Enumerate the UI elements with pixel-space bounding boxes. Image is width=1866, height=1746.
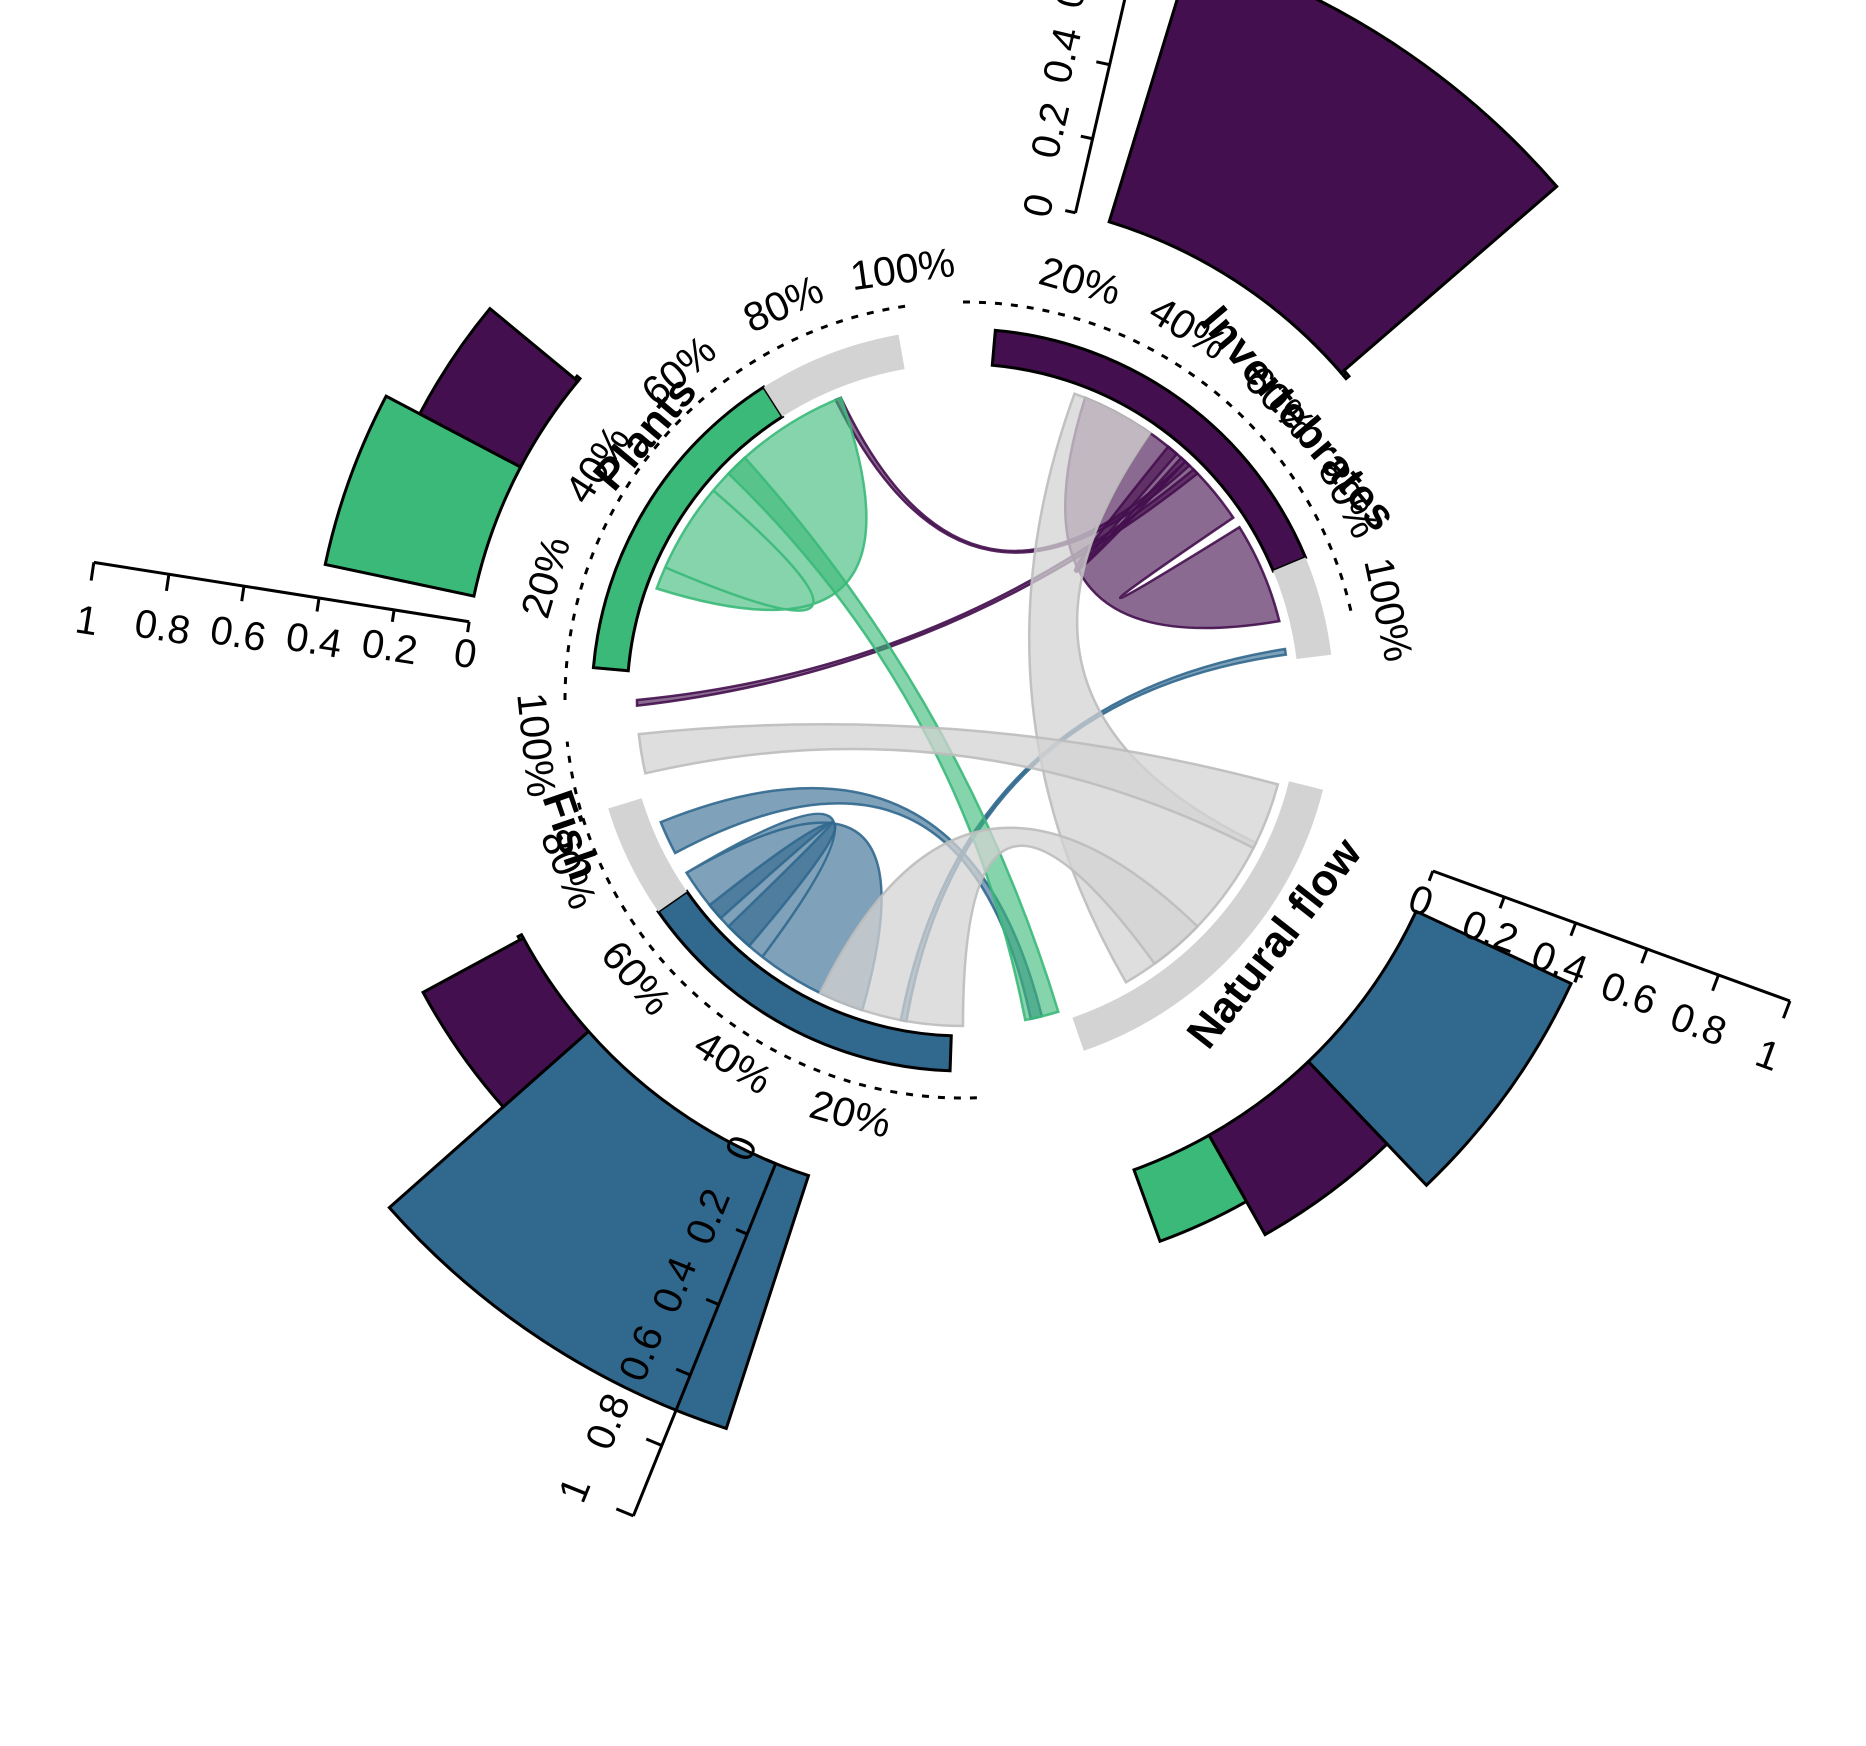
outer-axis-tick-plants: [315, 597, 321, 612]
outer-axis-tick-invertebrates: [1064, 209, 1076, 215]
sector-track-natural_flow: [1072, 781, 1323, 1051]
outer-axis-label-natural_flow: 1: [1750, 1031, 1786, 1080]
outer-axis-tick-natural_flow: [1427, 870, 1435, 882]
outer-axis-label-invertebrates: 0.6: [1047, 0, 1102, 12]
outer-axis-label-plants: 0.2: [359, 621, 421, 673]
chord-link-fish-to-fish: [684, 812, 883, 1012]
outer-axis-tick-plants: [390, 609, 396, 623]
outer-bar-invertebrates-invertebrates: [1107, 0, 1559, 376]
outer-bar-tracks: [89, 0, 1792, 1518]
pct-label-fish: 20%: [805, 1081, 896, 1147]
outer-axis-label-invertebrates: 0.4: [1035, 23, 1090, 87]
outer-axis-tick-plants: [89, 562, 96, 581]
sector-track-fish: [656, 889, 953, 1073]
sector-remainder-plants: [763, 334, 905, 417]
outer-axis-label-fish: 0.8: [577, 1388, 639, 1456]
sector-remainder-invertebrates: [1273, 557, 1332, 660]
pct-label-fish: 40%: [686, 1021, 780, 1104]
outer-axis-tick-plants: [164, 574, 171, 592]
outer-bar-natural_flow-fish: [1306, 909, 1574, 1188]
outer-axis-label-natural_flow: 0.6: [1595, 964, 1662, 1024]
pct-label-fish: 100%: [508, 690, 565, 799]
outer-bar-fish-plants: [516, 932, 526, 942]
outer-axis-tick-fish: [735, 1228, 748, 1236]
sector-remainder-fish: [608, 798, 687, 912]
sector-track-invertebrates: [990, 328, 1308, 573]
outer-axis-invertebrates: [1074, 0, 1127, 214]
pct-label-invertebrates: 100%: [1355, 553, 1422, 665]
outer-bar-natural_flow-plants: [1132, 1133, 1249, 1244]
outer-axis-tick-fish: [705, 1297, 720, 1306]
outer-axis-tick-natural_flow: [1782, 1000, 1792, 1019]
outer-axis-label-plants: 0.4: [283, 615, 345, 667]
sector-tracks: [563, 300, 1354, 1100]
chord-link-natural_flow-to-invertebrates: [1028, 392, 1258, 985]
outer-bar-plants-fish: [572, 374, 583, 384]
sector-track-plants: [591, 385, 785, 673]
outer-axis-tick-natural_flow: [1498, 896, 1506, 909]
chord-link-invertebrates-to-fish: [635, 467, 1200, 708]
outer-axis-label-fish: 1: [550, 1471, 599, 1508]
outer-axis-natural_flow: [1432, 869, 1791, 1003]
outer-axis-tick-invertebrates: [1096, 60, 1110, 67]
pct-label-plants: 20%: [512, 531, 579, 623]
outer-axis-tick-natural_flow: [1711, 974, 1720, 992]
outer-axis-label-natural_flow: 0.8: [1665, 995, 1732, 1055]
pct-axis-plants: [563, 304, 908, 701]
chord-link-natural_flow-to-fish: [637, 723, 1280, 850]
outer-axis-label-invertebrates: 0.2: [1023, 99, 1078, 163]
outer-axis-label-plants: 0: [451, 631, 480, 678]
outer-axis-tick-fish: [615, 1507, 634, 1518]
outer-axis-label-plants: 1: [72, 597, 101, 644]
outer-bar-plants-invertebrates: [417, 306, 580, 470]
outer-axis-tick-natural_flow: [1569, 922, 1578, 937]
outer-axis-tick-natural_flow: [1640, 948, 1649, 964]
outer-axis-label-plants: 0.6: [207, 608, 269, 660]
outer-axis-label-plants: 0.8: [132, 601, 194, 653]
pct-label-plants: 100%: [847, 239, 957, 299]
chord-links: [635, 392, 1288, 1028]
outer-axis-tick-plants: [466, 621, 471, 633]
outer-bar-invertebrates-plants: [1341, 371, 1352, 381]
outer-axis-tick-fish: [675, 1367, 691, 1377]
outer-axis-tick-fish: [765, 1158, 777, 1165]
pct-label-plants: 80%: [736, 266, 830, 342]
outer-axis-fish: [631, 1163, 778, 1517]
outer-axis-tick-fish: [645, 1437, 663, 1447]
outer-bar-fish-fish: [387, 1029, 811, 1431]
chord-link-fish-to-fish: [707, 821, 837, 948]
pct-label-invertebrates: 20%: [1034, 248, 1125, 314]
pct-label-fish: 60%: [592, 932, 680, 1024]
outer-axis-label-invertebrates: 0: [1015, 190, 1063, 222]
outer-axis-plants: [93, 560, 470, 624]
outer-axis-tick-invertebrates: [1080, 134, 1093, 141]
outer-axis-tick-plants: [240, 585, 246, 602]
chord-link-natural_flow-to-plants: [818, 826, 1200, 1028]
chord-link-plants-to-invertebrates: [726, 455, 1060, 1022]
